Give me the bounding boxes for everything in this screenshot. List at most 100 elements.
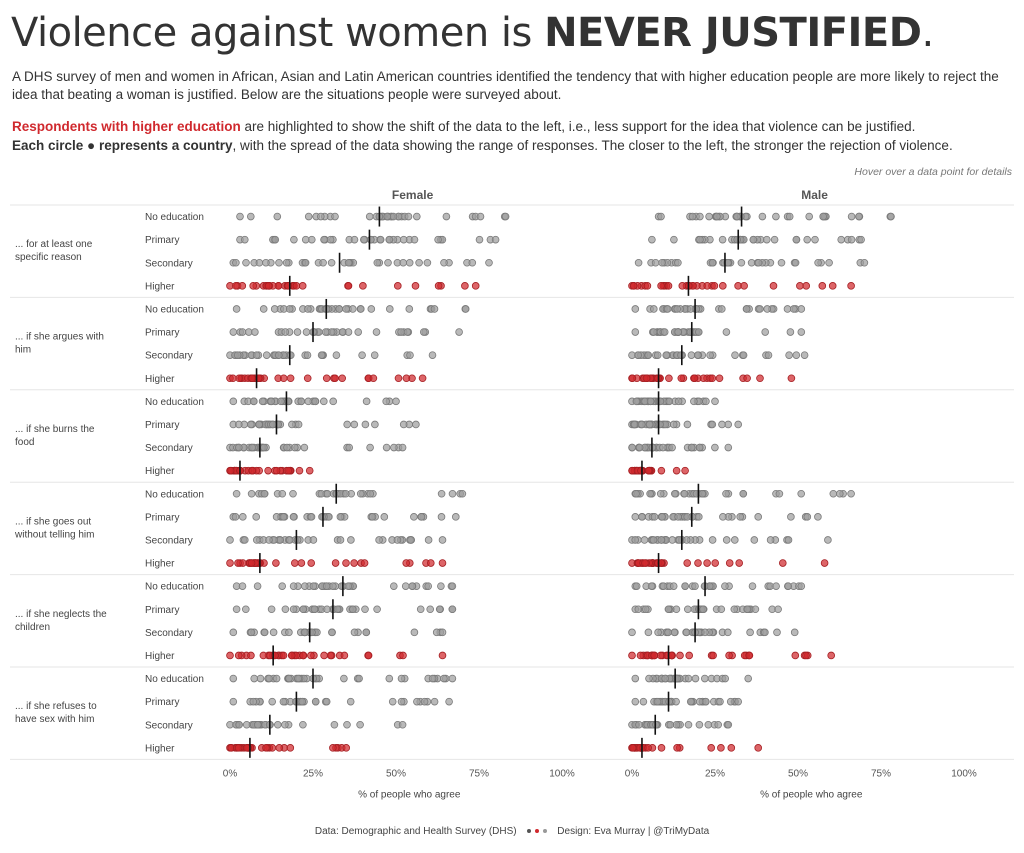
data-point[interactable] bbox=[252, 536, 261, 544]
data-point[interactable] bbox=[260, 443, 268, 452]
data-point[interactable] bbox=[323, 489, 332, 498]
data-point[interactable] bbox=[242, 258, 250, 267]
data-point-higher[interactable] bbox=[264, 282, 273, 290]
data-point-higher[interactable] bbox=[344, 282, 353, 290]
data-point[interactable] bbox=[777, 258, 786, 267]
data-point-higher[interactable] bbox=[350, 559, 358, 567]
data-point-higher[interactable] bbox=[264, 466, 272, 475]
data-point-higher[interactable] bbox=[272, 466, 281, 475]
data-point[interactable] bbox=[344, 582, 353, 590]
data-point-higher[interactable] bbox=[259, 651, 268, 660]
data-point-higher[interactable] bbox=[284, 282, 293, 290]
data-point[interactable] bbox=[855, 212, 863, 221]
data-point[interactable] bbox=[248, 443, 257, 452]
data-point[interactable] bbox=[673, 305, 681, 313]
data-point[interactable] bbox=[692, 305, 701, 313]
data-point[interactable] bbox=[416, 605, 425, 614]
data-point-higher[interactable] bbox=[657, 559, 665, 567]
data-point-higher[interactable] bbox=[426, 559, 435, 567]
data-point[interactable] bbox=[274, 351, 283, 359]
data-point[interactable] bbox=[309, 536, 318, 544]
data-point[interactable] bbox=[340, 674, 348, 683]
data-point[interactable] bbox=[669, 582, 678, 590]
data-point[interactable] bbox=[356, 720, 364, 729]
data-point[interactable] bbox=[258, 397, 267, 406]
data-point[interactable] bbox=[397, 674, 406, 683]
data-point[interactable] bbox=[398, 443, 407, 452]
data-point-higher[interactable] bbox=[778, 559, 787, 567]
data-point[interactable] bbox=[694, 513, 703, 521]
data-point[interactable] bbox=[260, 628, 269, 637]
data-point[interactable] bbox=[730, 605, 739, 614]
data-point[interactable] bbox=[236, 212, 244, 221]
data-point[interactable] bbox=[438, 628, 447, 637]
data-point[interactable] bbox=[242, 605, 250, 614]
data-point[interactable] bbox=[803, 513, 812, 521]
data-point-higher[interactable] bbox=[703, 282, 711, 290]
data-point-higher[interactable] bbox=[644, 466, 653, 475]
data-point[interactable] bbox=[722, 536, 731, 544]
data-point-higher[interactable] bbox=[399, 651, 407, 660]
data-point[interactable] bbox=[721, 674, 729, 683]
data-point[interactable] bbox=[355, 674, 363, 683]
data-point[interactable] bbox=[790, 628, 799, 637]
data-point[interactable] bbox=[373, 258, 382, 267]
data-point[interactable] bbox=[389, 212, 398, 221]
data-point[interactable] bbox=[442, 212, 451, 221]
data-point[interactable] bbox=[634, 605, 643, 614]
data-point[interactable] bbox=[229, 328, 238, 336]
data-point-higher[interactable] bbox=[235, 374, 243, 383]
data-point-higher[interactable] bbox=[393, 282, 402, 290]
data-point[interactable] bbox=[385, 235, 394, 244]
data-point[interactable] bbox=[415, 258, 423, 267]
data-point[interactable] bbox=[265, 674, 274, 683]
data-point[interactable] bbox=[719, 513, 727, 521]
data-point[interactable] bbox=[440, 258, 448, 267]
data-point[interactable] bbox=[670, 628, 679, 637]
data-point[interactable] bbox=[370, 351, 379, 359]
data-point[interactable] bbox=[649, 328, 658, 336]
data-point[interactable] bbox=[718, 235, 727, 244]
data-point-higher[interactable] bbox=[229, 374, 237, 383]
data-point-higher[interactable] bbox=[331, 559, 340, 567]
data-point[interactable] bbox=[733, 235, 741, 244]
data-point[interactable] bbox=[631, 697, 640, 706]
data-point[interactable] bbox=[341, 489, 350, 498]
data-point[interactable] bbox=[647, 582, 656, 590]
data-point-higher[interactable] bbox=[471, 282, 480, 290]
data-point[interactable] bbox=[329, 397, 338, 406]
data-point[interactable] bbox=[665, 397, 674, 406]
data-point-higher[interactable] bbox=[703, 559, 711, 567]
data-point[interactable] bbox=[362, 397, 371, 406]
data-point[interactable] bbox=[696, 212, 704, 221]
data-point[interactable] bbox=[285, 536, 294, 544]
data-point[interactable] bbox=[637, 420, 646, 429]
data-point[interactable] bbox=[695, 443, 704, 452]
data-point[interactable] bbox=[800, 351, 809, 359]
data-point[interactable] bbox=[309, 582, 318, 590]
data-point[interactable] bbox=[632, 489, 640, 498]
data-point[interactable] bbox=[283, 443, 291, 452]
data-point[interactable] bbox=[783, 305, 792, 313]
data-point[interactable] bbox=[367, 305, 376, 313]
data-point[interactable] bbox=[708, 258, 717, 267]
data-point[interactable] bbox=[285, 305, 294, 313]
data-point[interactable] bbox=[259, 305, 268, 313]
data-point-higher[interactable] bbox=[307, 559, 316, 567]
data-point[interactable] bbox=[301, 258, 310, 267]
data-point-higher[interactable] bbox=[743, 374, 751, 383]
data-point[interactable] bbox=[658, 258, 666, 267]
data-point[interactable] bbox=[763, 305, 771, 313]
data-point[interactable] bbox=[669, 420, 678, 429]
data-point-higher[interactable] bbox=[681, 466, 689, 475]
data-point[interactable] bbox=[714, 720, 722, 729]
data-point[interactable] bbox=[435, 605, 444, 614]
data-point[interactable] bbox=[748, 582, 757, 590]
data-point[interactable] bbox=[304, 212, 313, 221]
data-point[interactable] bbox=[366, 489, 375, 498]
data-point-higher[interactable] bbox=[340, 651, 349, 660]
data-point[interactable] bbox=[304, 305, 312, 313]
data-point[interactable] bbox=[430, 697, 439, 706]
data-point[interactable] bbox=[399, 258, 408, 267]
data-point[interactable] bbox=[329, 582, 337, 590]
